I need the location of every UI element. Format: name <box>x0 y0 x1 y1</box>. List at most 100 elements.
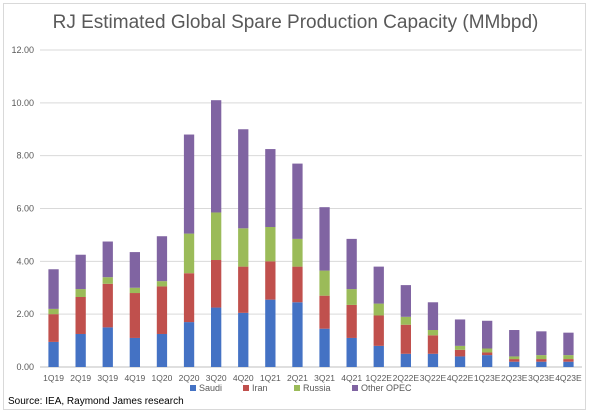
bar-iran <box>102 283 113 328</box>
bar-iran <box>346 304 357 338</box>
legend-label: Saudi <box>199 383 222 393</box>
y-tick-label: 6.00 <box>16 204 34 214</box>
bar-other-opec <box>156 236 168 282</box>
x-tick-label: 4Q22E <box>447 373 474 383</box>
bar-russia <box>482 348 493 353</box>
bar-iran <box>238 266 249 313</box>
legend: Saudi Iran Russia Other OPEC <box>190 383 412 393</box>
bar-other-opec <box>427 302 439 331</box>
bar-other-opec <box>48 269 59 309</box>
bar-iran <box>319 295 330 329</box>
bar-saudi <box>129 337 140 367</box>
bar-other-opec <box>211 100 222 213</box>
bar-russia <box>319 270 330 296</box>
bar-russia <box>292 238 303 267</box>
bar-russia <box>183 233 195 274</box>
x-tick-label: 1Q21 <box>260 373 281 383</box>
x-tick-label: 4Q19 <box>124 373 145 383</box>
bar-iran <box>265 261 276 300</box>
bar-saudi <box>563 361 574 367</box>
bar-iran <box>427 335 439 354</box>
bar-russia <box>427 330 439 336</box>
bar-other-opec <box>238 129 249 229</box>
x-tick-label: 1Q22E <box>366 373 393 383</box>
bar-russia <box>102 277 113 284</box>
bar-other-opec <box>129 252 140 288</box>
bar-saudi <box>427 353 439 367</box>
bar-other-opec <box>536 331 547 356</box>
y-axis-tick-labels: 0.00 2.00 4.00 6.00 8.00 10.00 12.00 <box>11 45 34 372</box>
x-tick-label: 4Q20 <box>233 373 254 383</box>
bar-russia <box>509 356 520 360</box>
bar-saudi <box>319 328 330 367</box>
bar-iran <box>536 359 547 362</box>
legend-label: Russia <box>303 383 331 393</box>
x-tick-label: 2Q20 <box>179 373 200 383</box>
bar-iran <box>563 359 574 362</box>
x-tick-label: 3Q23E <box>528 373 555 383</box>
bar-iran <box>400 324 411 354</box>
bar-russia <box>238 228 249 267</box>
bar-iran <box>183 273 195 323</box>
y-tick-label: 0.00 <box>16 362 34 372</box>
y-tick-label: 4.00 <box>16 256 34 266</box>
x-tick-label: 2Q22E <box>393 373 420 383</box>
bar-russia <box>211 212 222 261</box>
legend-swatch <box>190 385 196 391</box>
bar-other-opec <box>346 238 357 290</box>
bar-other-opec <box>454 319 466 346</box>
bar-other-opec <box>400 285 411 317</box>
gridlines <box>40 49 582 368</box>
bar-saudi <box>373 345 384 367</box>
bar-other-opec <box>563 332 574 356</box>
bar-iran <box>129 293 140 338</box>
bar-iran <box>48 314 59 342</box>
bar-russia <box>265 226 276 262</box>
bar-saudi <box>75 333 86 367</box>
bar-saudi <box>536 361 547 367</box>
y-tick-label: 10.00 <box>11 98 34 108</box>
x-tick-label: 1Q20 <box>152 373 173 383</box>
bar-other-opec <box>319 207 330 271</box>
bar-iran <box>454 349 466 357</box>
source-note: Source: IEA, Raymond James research <box>8 396 184 407</box>
y-tick-label: 2.00 <box>16 309 34 319</box>
bar-saudi <box>509 361 520 367</box>
legend-swatch <box>352 385 358 391</box>
x-tick-label: 1Q19 <box>43 373 64 383</box>
bar-iran <box>211 260 222 308</box>
bar-russia <box>129 287 140 294</box>
bar-iran <box>373 315 384 346</box>
bar-russia <box>536 355 547 360</box>
bar-russia <box>48 308 59 315</box>
bar-saudi <box>238 312 249 367</box>
legend-swatch <box>294 385 300 391</box>
bar-russia <box>373 303 384 316</box>
bar-iran <box>482 352 493 356</box>
x-tick-label: 4Q21 <box>341 373 362 383</box>
x-tick-label: 2Q21 <box>287 373 308 383</box>
bar-other-opec <box>292 163 303 239</box>
x-tick-label: 2Q23E <box>501 373 528 383</box>
bar-russia <box>156 281 168 287</box>
bar-other-opec <box>509 330 520 357</box>
bar-other-opec <box>102 241 113 278</box>
bar-russia <box>400 316 411 325</box>
bar-other-opec <box>183 134 195 234</box>
bar-saudi <box>265 299 276 367</box>
bar-russia <box>346 289 357 305</box>
x-tick-label: 3Q22E <box>420 373 447 383</box>
x-tick-label: 3Q21 <box>314 373 335 383</box>
y-tick-label: 8.00 <box>16 151 34 161</box>
y-tick-label: 12.00 <box>11 45 34 55</box>
legend-label: Other OPEC <box>361 383 412 393</box>
legend-swatch <box>243 385 249 391</box>
x-tick-label: 3Q19 <box>97 373 118 383</box>
x-tick-label: 3Q20 <box>206 373 227 383</box>
x-tick-label: 1Q23E <box>474 373 501 383</box>
bar-iran <box>292 266 303 303</box>
bar-other-opec <box>373 266 384 304</box>
bar-saudi <box>211 307 222 367</box>
bar-saudi <box>292 302 303 367</box>
